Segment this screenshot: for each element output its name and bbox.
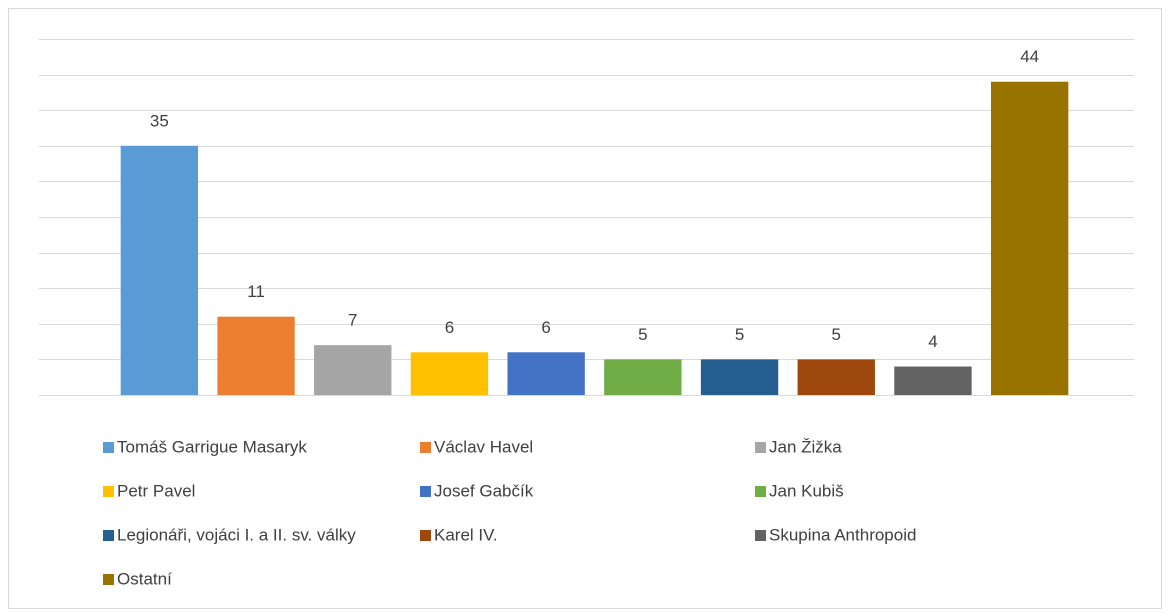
legend-swatch xyxy=(103,530,114,541)
legend-swatch xyxy=(755,486,766,497)
data-label: 4 xyxy=(928,332,937,351)
legend-label: Jan Kubiš xyxy=(769,481,844,500)
chart-border xyxy=(8,8,1162,609)
legend-swatch xyxy=(755,530,766,541)
legend-label: Ostatní xyxy=(117,569,172,588)
legend-swatch xyxy=(103,574,114,585)
legend-label: Karel IV. xyxy=(434,525,498,544)
data-label: 7 xyxy=(348,311,357,330)
bar xyxy=(990,81,1069,395)
legend-swatch xyxy=(103,486,114,497)
bar xyxy=(120,145,199,395)
bar xyxy=(700,359,779,395)
data-label: 35 xyxy=(150,111,169,130)
bar xyxy=(604,359,682,395)
bar xyxy=(410,352,489,395)
bar xyxy=(314,345,392,395)
legend-label: Jan Žižka xyxy=(769,437,842,456)
data-label: 5 xyxy=(638,325,647,344)
legend-label: Petr Pavel xyxy=(117,481,195,500)
data-label: 44 xyxy=(1020,47,1039,66)
legend-label: Josef Gabčík xyxy=(434,481,534,500)
data-label: 5 xyxy=(832,325,841,344)
legend-label: Legionáři, vojáci I. a II. sv. války xyxy=(117,525,356,544)
data-label: 6 xyxy=(541,318,550,337)
data-label: 6 xyxy=(445,318,454,337)
legend-swatch xyxy=(420,442,431,453)
legend-label: Skupina Anthropoid xyxy=(769,525,916,544)
bar xyxy=(217,316,295,395)
bar xyxy=(797,359,875,395)
legend-swatch xyxy=(420,530,431,541)
legend-swatch xyxy=(420,486,431,497)
data-label: 5 xyxy=(735,325,744,344)
legend-label: Václav Havel xyxy=(434,437,533,456)
legend-swatch xyxy=(103,442,114,453)
bar xyxy=(894,366,972,395)
legend-label: Tomáš Garrigue Masaryk xyxy=(117,437,307,456)
data-label: 11 xyxy=(247,282,265,301)
legend-swatch xyxy=(755,442,766,453)
bar xyxy=(507,352,585,395)
